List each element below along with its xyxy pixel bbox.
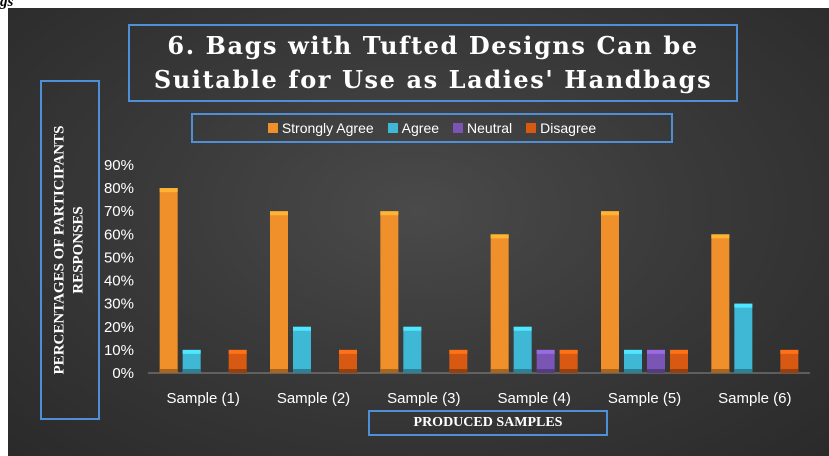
x-tick-label: Sample (4) bbox=[497, 390, 570, 407]
bar bbox=[228, 349, 247, 373]
legend-label-agree: Agree bbox=[401, 120, 440, 136]
bar bbox=[270, 211, 288, 373]
bar-cap bbox=[159, 188, 178, 193]
bar-base bbox=[513, 369, 532, 373]
y-tick-label: 70% bbox=[104, 203, 134, 220]
x-axis-label: PRODUCED SAMPLES bbox=[413, 415, 563, 430]
legend-label-disagree: Disagree bbox=[540, 120, 597, 136]
bar-cap bbox=[403, 326, 422, 331]
legend-item-agree: Agree bbox=[387, 120, 440, 136]
bar-cap bbox=[711, 234, 730, 239]
y-tick-label: 80% bbox=[104, 180, 134, 197]
chart-title-box: 6. Bags with Tufted Designs Can be Suita… bbox=[128, 24, 738, 102]
bar-cap bbox=[536, 349, 555, 354]
bar-base bbox=[624, 369, 642, 373]
bar-cap bbox=[670, 349, 688, 354]
bar-base bbox=[293, 369, 311, 373]
bar-cap bbox=[559, 349, 578, 354]
y-tick-label: 20% bbox=[104, 319, 134, 336]
legend-label-neutral: Neutral bbox=[467, 120, 513, 136]
bar bbox=[624, 349, 642, 373]
bar-cap bbox=[647, 349, 665, 354]
x-tick-label: Sample (6) bbox=[718, 390, 791, 407]
bar-cap bbox=[601, 211, 619, 216]
bar bbox=[601, 211, 619, 373]
bar bbox=[647, 349, 665, 373]
y-tick-label: 30% bbox=[104, 296, 134, 313]
bar bbox=[734, 303, 753, 373]
bar-base bbox=[270, 369, 288, 373]
x-tick-label: Sample (1) bbox=[166, 390, 239, 407]
bar-base bbox=[647, 369, 665, 373]
bar-cap bbox=[293, 326, 311, 331]
bar bbox=[780, 349, 799, 373]
bar-cap bbox=[624, 349, 642, 354]
y-tick-label: 60% bbox=[104, 226, 134, 243]
bar-base bbox=[228, 369, 247, 373]
bar bbox=[711, 234, 730, 373]
bar-base bbox=[734, 369, 753, 373]
corner-text: gs bbox=[0, 0, 14, 10]
x-tick-label: Sample (3) bbox=[387, 390, 460, 407]
bar-cap bbox=[780, 349, 799, 354]
bar-cap bbox=[449, 349, 468, 354]
chart-title-line-1: 6. Bags with Tufted Designs Can be bbox=[167, 31, 699, 60]
bar-cap bbox=[734, 303, 753, 308]
y-tick-label: 50% bbox=[104, 249, 134, 266]
bar bbox=[670, 349, 688, 373]
bar-base bbox=[559, 369, 578, 373]
x-tick-label: Sample (5) bbox=[608, 390, 681, 407]
bar-base bbox=[536, 369, 555, 373]
legend-swatch-agree bbox=[387, 123, 398, 133]
bar bbox=[449, 349, 468, 373]
bar-base bbox=[670, 369, 688, 373]
x-tick-label: Sample (2) bbox=[277, 390, 350, 407]
bar-base bbox=[449, 369, 468, 373]
bar bbox=[490, 234, 509, 373]
bar-base bbox=[339, 369, 357, 373]
legend-swatch-disagree bbox=[526, 123, 537, 133]
plot-area: 0% 10% 20% 30% 40% 50% 60% 70% 80% 90% Sample (1) S… bbox=[104, 157, 810, 407]
legend-label-strongly-agree: Strongly Agree bbox=[281, 120, 374, 136]
bar-cap bbox=[490, 234, 509, 239]
bar bbox=[159, 188, 178, 373]
bar-base bbox=[403, 369, 422, 373]
bar-cap bbox=[513, 326, 532, 331]
legend-swatch-neutral bbox=[453, 123, 464, 133]
bar-base bbox=[711, 369, 730, 373]
y-tick-label: 90% bbox=[104, 157, 134, 174]
y-tick-label: 40% bbox=[104, 273, 134, 290]
x-axis-label-box: PRODUCED SAMPLES bbox=[368, 410, 608, 436]
bar-cap bbox=[270, 211, 288, 216]
legend-item-strongly-agree: Strongly Agree bbox=[267, 120, 374, 136]
bar bbox=[536, 349, 555, 373]
legend-item-neutral: Neutral bbox=[453, 120, 512, 136]
bar-base bbox=[601, 369, 619, 373]
chart-area: 6. Bags with Tufted Designs Can be Suita… bbox=[8, 8, 829, 456]
bar-base bbox=[490, 369, 509, 373]
y-tick-label: 10% bbox=[104, 342, 134, 359]
legend-item-disagree: Disagree bbox=[526, 120, 596, 136]
bar bbox=[380, 211, 399, 373]
bar-base bbox=[780, 369, 799, 373]
bar-cap bbox=[228, 349, 247, 354]
bar bbox=[339, 349, 357, 373]
bar bbox=[293, 326, 311, 373]
bar-base bbox=[380, 369, 399, 373]
bar-cap bbox=[380, 211, 399, 216]
y-axis-label-box: PERCENTAGES OF PARTICIPANTS RESPONSES bbox=[40, 80, 100, 420]
bar bbox=[513, 326, 532, 373]
bar-cap bbox=[339, 349, 357, 354]
bar bbox=[182, 349, 201, 373]
bar-base bbox=[182, 369, 201, 373]
bar bbox=[403, 326, 422, 373]
bar-base bbox=[159, 369, 178, 373]
bar bbox=[559, 349, 578, 373]
chart-title-line-2: Suitable for Use as Ladies' Handbags bbox=[153, 65, 713, 94]
legend-swatch-strongly-agree bbox=[267, 123, 278, 133]
y-tick-label: 0% bbox=[112, 365, 134, 382]
legend: Strongly Agree Agree Neutral Disagree bbox=[191, 113, 673, 143]
bar-cap bbox=[182, 349, 201, 354]
